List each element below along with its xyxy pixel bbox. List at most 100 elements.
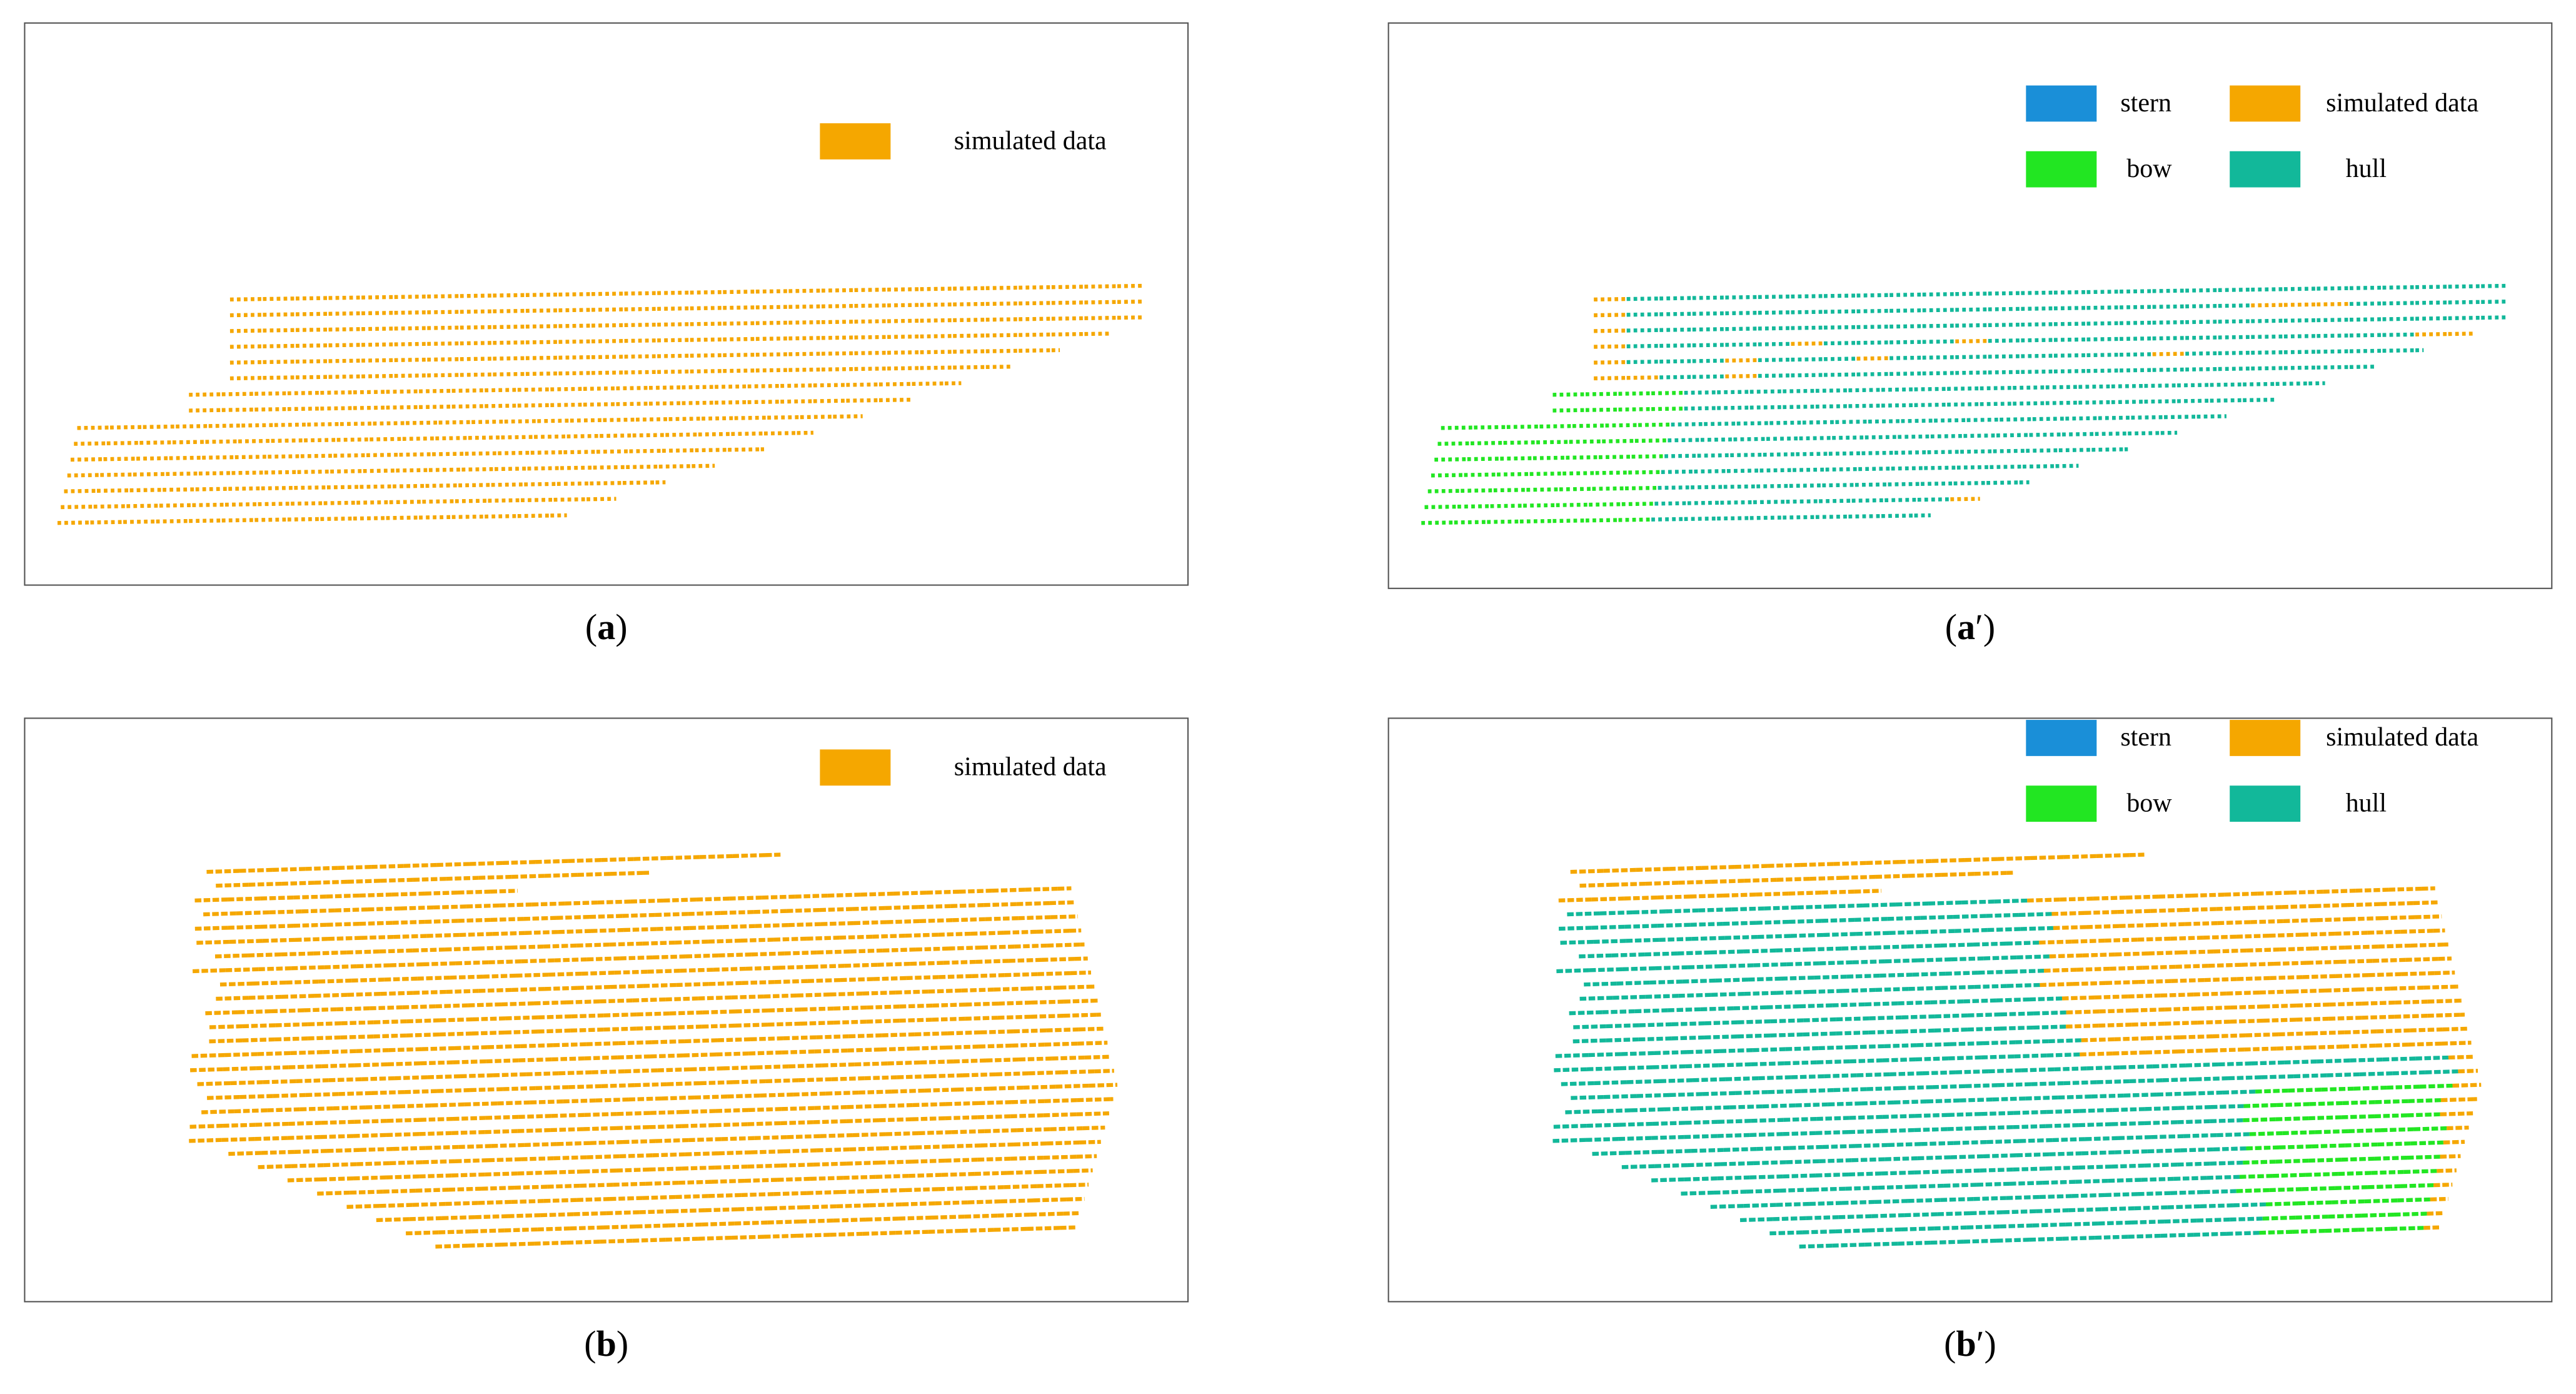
point-row [2027,897,2060,903]
point-row [1842,987,1876,993]
point-row [648,1124,682,1129]
point-row [2259,1230,2293,1235]
point-row [534,1240,567,1246]
point-row [953,286,986,291]
point-row [57,520,91,525]
point-row [194,897,228,903]
point-row [320,390,354,395]
point-row [2051,911,2085,916]
point-row [1700,1006,1734,1012]
point-row [1940,1197,1974,1202]
point-row [1801,1088,1834,1093]
point-row [478,987,512,993]
point-row [702,1023,735,1029]
point-row [1881,403,1914,408]
point-row [558,1070,592,1076]
point-row [2293,1073,2327,1079]
point-row [406,1032,440,1038]
point-row [1076,1154,1097,1159]
point-row [2272,1173,2306,1178]
point-row [667,1081,700,1086]
point-row [493,356,526,361]
point-row [1899,859,1932,864]
point-row [2397,1197,2430,1203]
point-row [1689,893,1723,899]
point-row [351,977,385,983]
point-row [1626,296,1660,301]
point-row [493,371,526,376]
point-row [2131,1220,2165,1225]
point-row [1652,1121,1686,1126]
point-row [556,481,590,486]
point-row [553,1042,586,1048]
point-row [446,989,479,994]
point-row [1490,503,1524,508]
point-row [1064,998,1097,1004]
point-row [854,303,888,308]
point-row [497,1100,530,1106]
point-row [1786,1159,1819,1164]
point-row [163,487,196,492]
point-row [1908,872,1941,878]
point-row [300,453,334,458]
point-row [773,936,807,942]
point-row [848,1033,882,1039]
point-row [2052,1137,2086,1143]
point-row [690,1066,723,1072]
point-row [878,1159,912,1165]
point-row [2151,922,2185,927]
point-row [853,920,887,926]
point-row [1684,1119,1718,1125]
point-row [1756,919,1789,925]
point-row [807,1189,840,1195]
point-row [436,1088,470,1093]
point-row [1019,316,1052,321]
point-row [1636,1093,1670,1098]
point-row [647,969,680,974]
point-row [2328,1016,2362,1021]
point-row [2257,891,2290,896]
point-row [2226,990,2260,996]
point-row [2081,1150,2115,1156]
point-row [1014,1141,1047,1147]
point-row [436,862,470,867]
point-row [1821,917,1855,923]
point-row [846,398,880,403]
point-row [1566,455,1599,460]
point-row [439,1031,473,1037]
point-row [885,905,918,911]
point-row [1866,860,1899,866]
point-row [216,882,249,888]
point-row [1824,356,1857,361]
point-row [1743,948,1776,954]
point-row [2086,290,2120,295]
point-row [328,374,362,379]
point-row [918,904,951,909]
point-row [64,488,98,493]
point-row [394,1075,428,1081]
point-row [320,406,354,411]
point-row [356,1161,390,1166]
point-row [2147,1148,2181,1154]
point-row [1622,966,1656,971]
point-row [577,872,611,877]
point-row [320,1176,354,1182]
point-row [628,1096,662,1102]
point-row [1497,472,1530,477]
point-row [468,1002,501,1008]
point-row [2212,1033,2246,1039]
point-row [2118,923,2152,928]
caption-part: ( [1945,607,1957,647]
point-row [363,468,396,473]
point-row [642,941,675,946]
point-row [1691,485,1724,490]
point-row [373,1033,406,1039]
panel-frame [1387,22,2553,589]
point-row [2152,320,2186,325]
point-row [229,344,263,349]
point-row [1749,1174,1783,1179]
point-row [2317,286,2350,291]
point-row [1746,1188,1780,1194]
point-row [1917,497,1951,502]
point-row [1854,917,1888,922]
